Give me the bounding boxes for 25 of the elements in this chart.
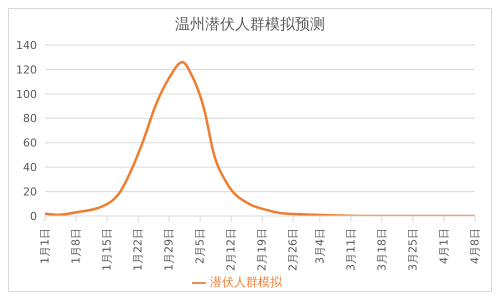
y-tick-label: 80 (23, 112, 37, 126)
x-tick-label: 1月29日 (162, 228, 176, 271)
y-tick-label: 120 (16, 63, 37, 76)
y-tick-label: 100 (16, 88, 37, 101)
chart-title: 温州潜伏人群模拟预测 (174, 15, 326, 35)
x-tick-label: 3月25日 (406, 228, 420, 271)
x-tick-label: 4月8日 (468, 228, 482, 264)
y-tick-label: 140 (16, 38, 37, 52)
legend-label: 潜伏人群模拟 (210, 275, 282, 289)
x-tick-label: 1月22日 (132, 228, 145, 271)
y-tick-label: 0 (30, 210, 37, 223)
x-tick-label: 2月5日 (194, 228, 207, 264)
x-tick-label: 2月19日 (256, 228, 269, 271)
x-tick-label: 1月8日 (70, 228, 83, 264)
y-tick-label: 60 (23, 136, 37, 150)
y-tick-label: 20 (23, 185, 37, 198)
x-tick-label: 2月12日 (224, 228, 238, 271)
x-tick-label: 4月1日 (437, 228, 450, 264)
x-tick-label: 3月18日 (375, 228, 388, 271)
x-tick-label: 3月4日 (313, 228, 326, 264)
x-tick-label: 3月11日 (344, 228, 358, 271)
y-tick-label: 40 (23, 161, 37, 174)
x-tick-label: 1月15日 (100, 228, 114, 271)
x-tick-label: 2月26日 (286, 228, 300, 271)
x-tick-label: 1月1日 (38, 228, 52, 264)
